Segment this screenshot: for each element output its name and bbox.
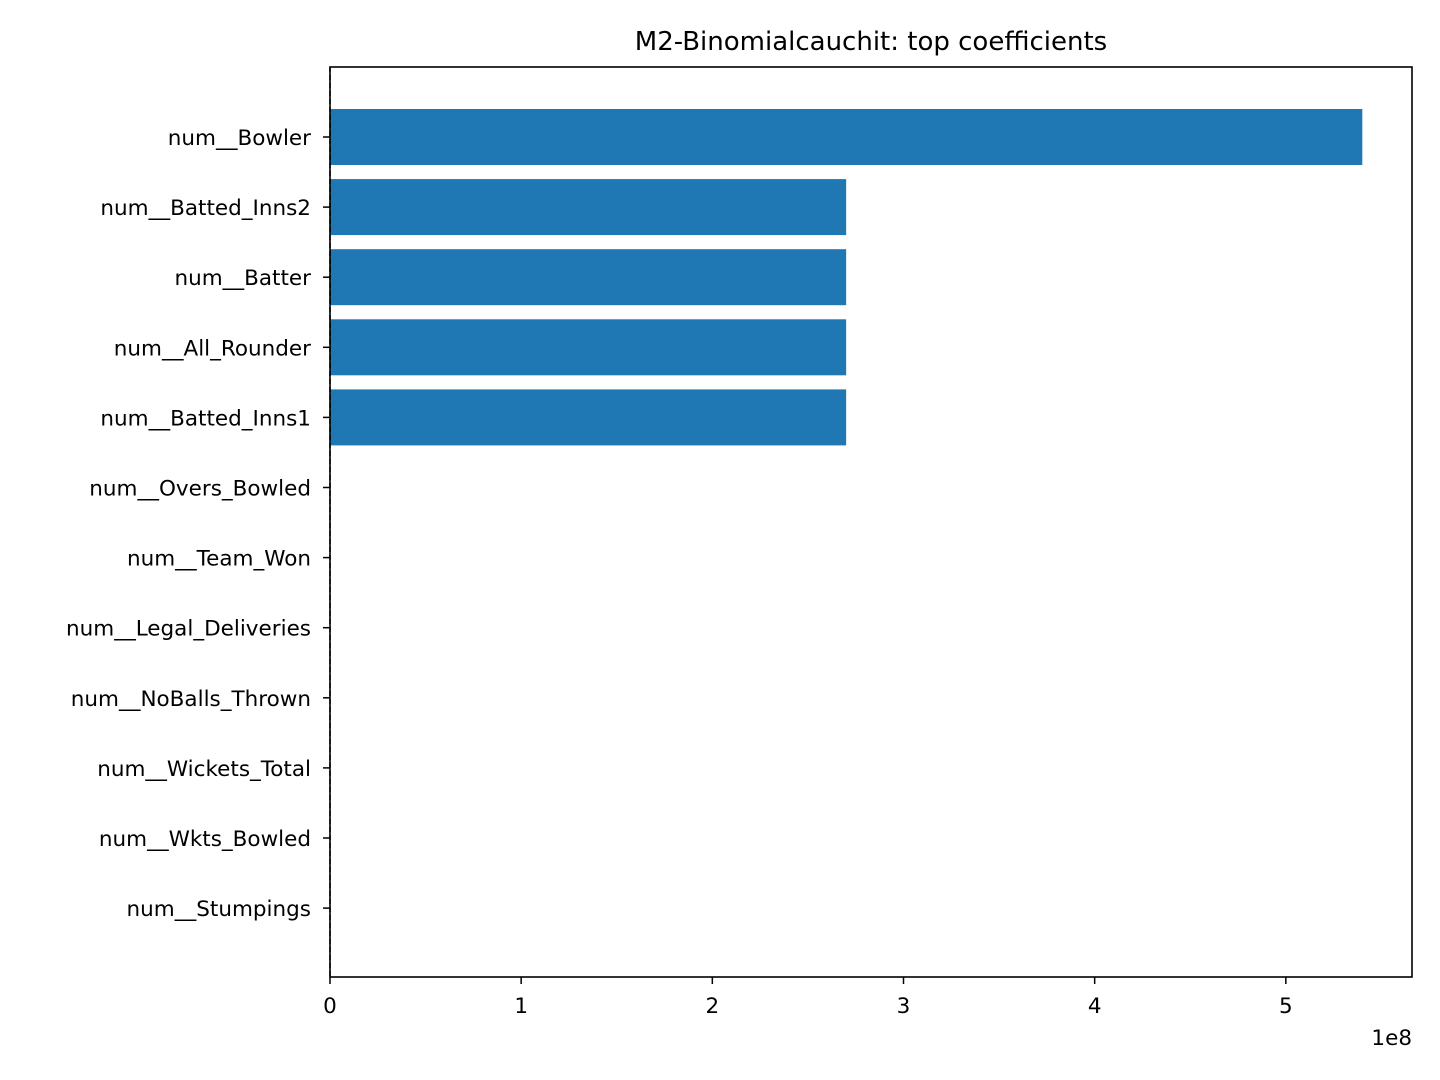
x-axis: 0 1 2 3 4 5 bbox=[323, 977, 1293, 1019]
x-tick-label: 3 bbox=[897, 994, 911, 1019]
x-offset-label: 1e8 bbox=[1371, 1026, 1412, 1051]
y-tick-label: num__Batter bbox=[174, 266, 311, 291]
y-tick-label: num__Legal_Deliveries bbox=[66, 617, 311, 642]
bars-group bbox=[330, 109, 1363, 446]
y-tick-label: num__Wkts_Bowled bbox=[99, 827, 311, 852]
x-tick-label: 1 bbox=[514, 994, 528, 1019]
bar-num__Bowler bbox=[330, 109, 1363, 165]
y-tick-label: num__Stumpings bbox=[127, 897, 311, 922]
y-tick-label: num__Batted_Inns2 bbox=[100, 196, 311, 221]
y-tick-label: num__Overs_Bowled bbox=[89, 477, 311, 502]
y-axis: num__Bowler num__Batted_Inns2 num__Battern… bbox=[66, 126, 330, 922]
x-tick-label: 4 bbox=[1088, 994, 1102, 1019]
x-tick-label: 2 bbox=[705, 994, 719, 1019]
x-tick-label: 5 bbox=[1279, 994, 1293, 1019]
bar-num__All_Rounder bbox=[330, 319, 847, 376]
bar-num__Batted_Inns2 bbox=[330, 179, 847, 236]
y-tick-label: num__All_Rounder bbox=[114, 336, 311, 361]
y-tick-label: num__Wickets_Total bbox=[97, 757, 311, 782]
x-tick-label: 0 bbox=[323, 994, 337, 1019]
bar-num__Batter bbox=[330, 249, 847, 306]
y-tick-label: num__Bowler bbox=[168, 126, 311, 151]
y-tick-label: num__Team_Won bbox=[127, 547, 311, 572]
y-tick-label: num__NoBalls_Thrown bbox=[71, 687, 311, 712]
bar-num__Batted_Inns1 bbox=[330, 389, 847, 446]
y-tick-label: num__Batted_Inns1 bbox=[100, 406, 311, 431]
plot-frame bbox=[329, 66, 1413, 978]
chart-title: M2-Binomialcauchit: top coefficients bbox=[635, 27, 1107, 57]
